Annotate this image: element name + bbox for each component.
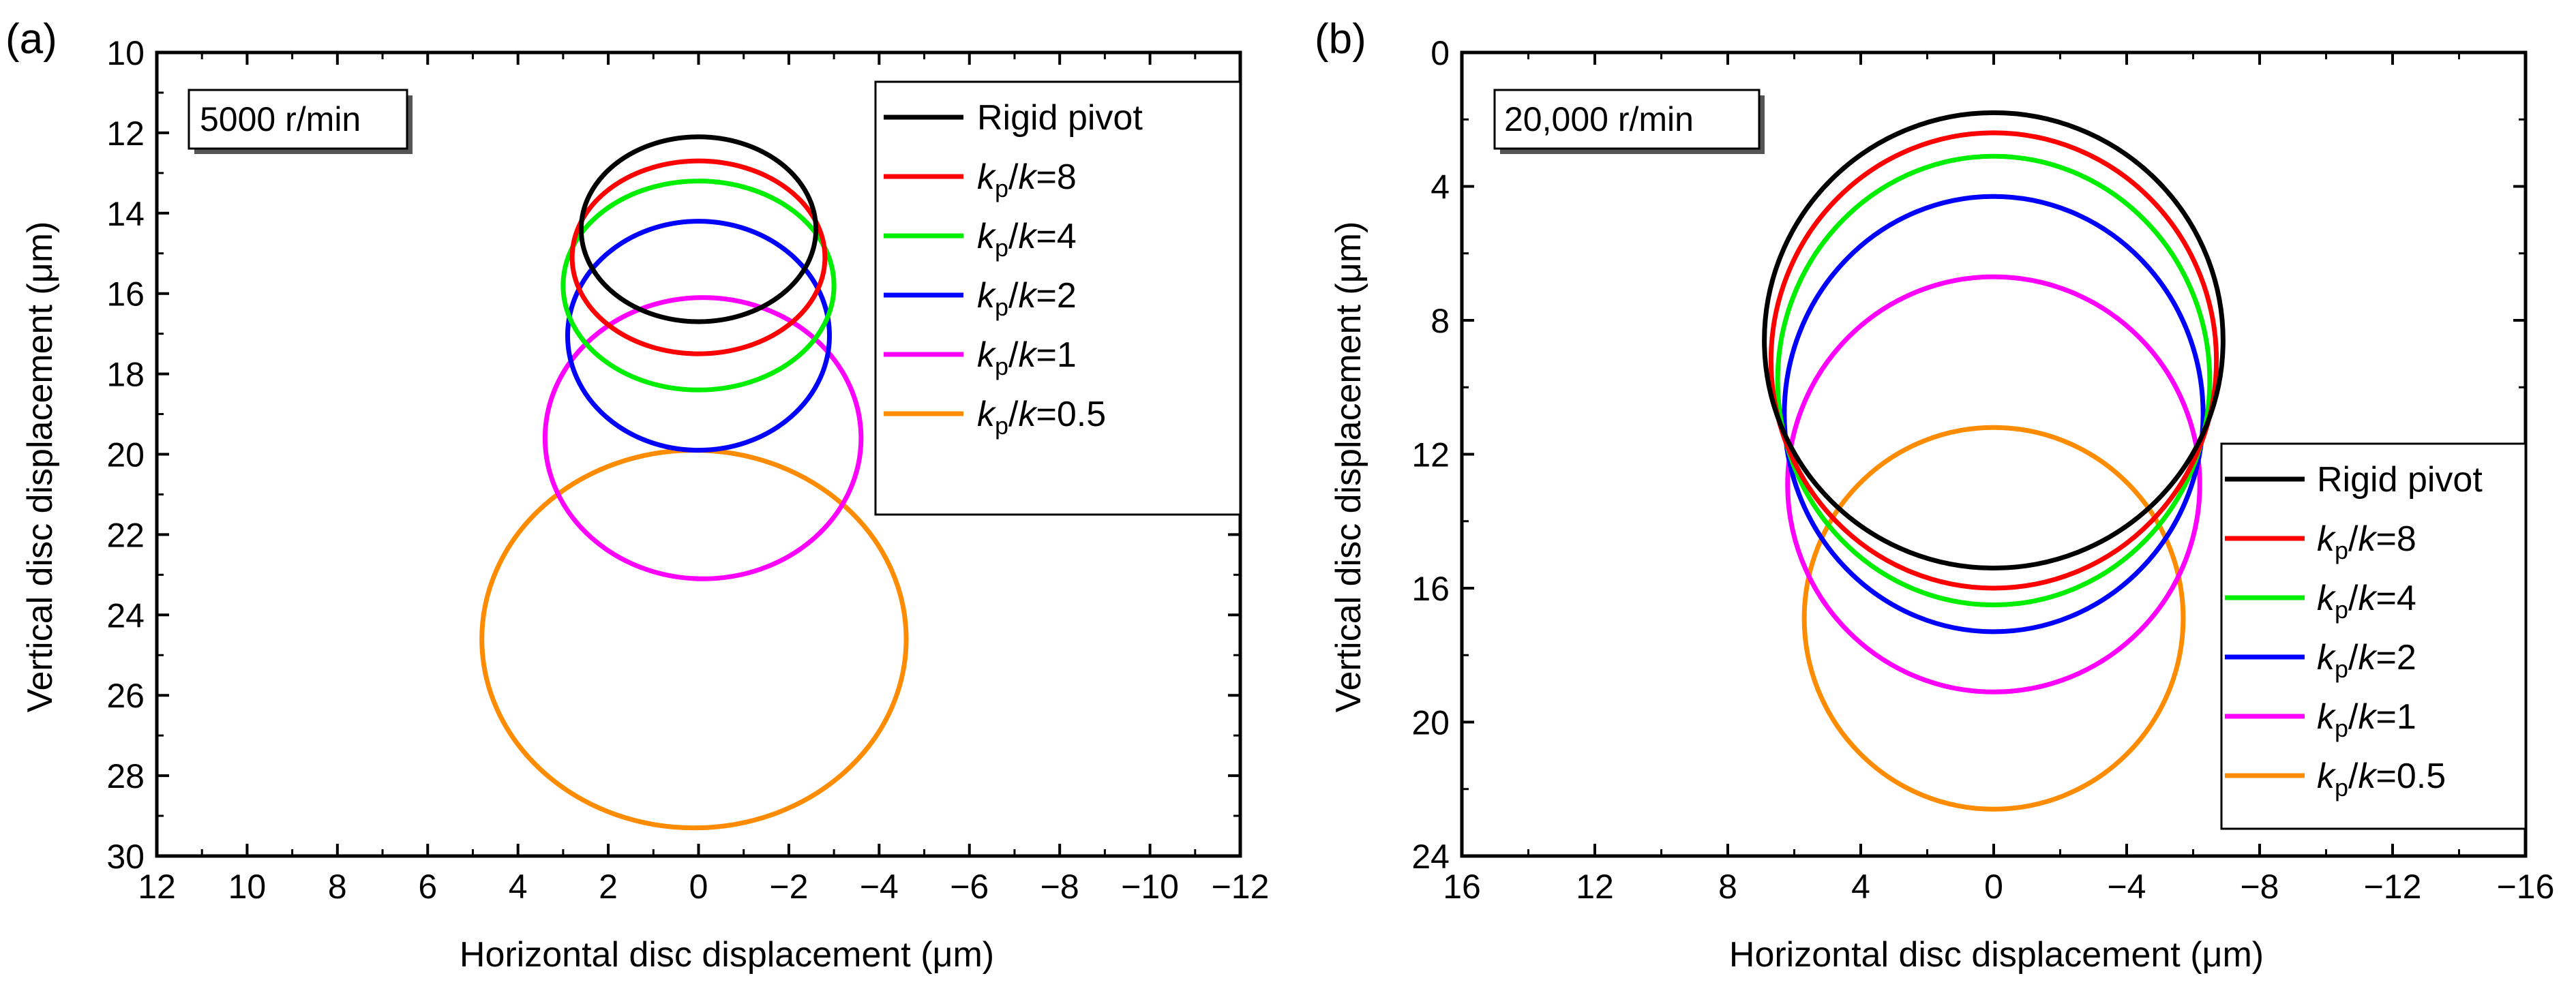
- orbit-kp-k-1: [542, 295, 864, 581]
- x-tick-label: −8: [1040, 868, 1079, 906]
- x-tick-label: −4: [860, 868, 899, 906]
- y-tick-label: 20: [106, 436, 145, 474]
- x-tick-label: 8: [328, 868, 347, 906]
- legend-entry: kp/k=4: [977, 217, 1077, 262]
- y-tick-label: 28: [106, 757, 145, 795]
- panel-a-legend: Rigid pivot kp/k=8 kp/k=4 kp/k=2 kp/k=1 kp/k=…: [874, 80, 1242, 516]
- panel-a-tick-labels: 12 10 8 6 4 2 0 −2 −4 −6 −8 −10 −1210121416182022242…: [106, 34, 1269, 906]
- orbit-kp-k-4: [560, 179, 837, 393]
- y-tick-label: 24: [106, 596, 145, 635]
- y-tick-label: 30: [106, 838, 145, 876]
- x-tick-label: 6: [418, 868, 437, 906]
- x-tick-label: 2: [599, 868, 618, 906]
- orbit-kp-k-2: [1782, 194, 2206, 635]
- panel-a-curves: [479, 134, 909, 831]
- y-tick-label: 18: [106, 356, 145, 394]
- orbit-kp-k-8: [1768, 130, 2219, 591]
- legend-entry: kp/k=0.5: [2317, 757, 2446, 801]
- x-tick-label: 4: [509, 868, 528, 906]
- x-tick-label: 12: [138, 868, 176, 906]
- panel-a: (a) Vertical disc displacement (μm) Hori…: [5, 16, 1269, 975]
- x-tick-label: −4: [2107, 868, 2146, 906]
- panel-a-speed-label: 5000 r/min: [200, 100, 361, 138]
- panel-b-speed-label: 20,000 r/min: [1504, 100, 1694, 138]
- panel-b-curves: [1762, 110, 2226, 812]
- panel-a-speed-box: [188, 89, 408, 150]
- legend-entry: kp/k=2: [977, 276, 1077, 321]
- x-tick-label: 0: [689, 868, 708, 906]
- x-tick-label: 10: [228, 868, 267, 906]
- x-tick-label: −12: [1212, 868, 1270, 906]
- y-tick-label: 12: [106, 114, 145, 153]
- y-tick-label: 12: [1411, 436, 1450, 474]
- legend-entry: kp/k=1: [2317, 697, 2416, 742]
- panel-a-x-axis-label: Horizontal disc displacement (μm): [460, 935, 994, 975]
- panel-b-label: (b): [1315, 16, 1366, 63]
- y-tick-label: 4: [1431, 168, 1450, 207]
- panel-a-legend-box: [874, 80, 1242, 516]
- orbit-kp-k-8: [569, 158, 828, 356]
- panel-a-y-axis-label: Vertical disc displacement (μm): [20, 221, 60, 713]
- legend-entry: kp/k=4: [2317, 579, 2416, 624]
- x-tick-label: −16: [2497, 868, 2555, 906]
- x-tick-label: 8: [1718, 868, 1737, 906]
- legend-entry: kp/k=0.5: [977, 395, 1106, 440]
- x-tick-label: 16: [1443, 868, 1481, 906]
- panel-b-legend-box: [2220, 442, 2527, 830]
- legend-entry: kp/k=2: [2317, 638, 2416, 683]
- legend-entry: kp/k=8: [977, 157, 1077, 202]
- orbit-rigid-pivot: [578, 134, 819, 324]
- legend-entry: kp/k=1: [977, 335, 1077, 380]
- panel-b-speed-box: [1493, 89, 1761, 150]
- x-tick-label: 0: [1984, 868, 2003, 906]
- y-tick-label: 0: [1431, 34, 1450, 72]
- x-tick-label: −12: [2364, 868, 2422, 906]
- y-tick-label: 10: [106, 34, 145, 72]
- x-tick-label: 4: [1851, 868, 1870, 906]
- panel-b-legend: Rigid pivot kp/k=8 kp/k=4 kp/k=2 kp/k=1 kp/k=…: [2220, 442, 2527, 830]
- orbit-kp-k-4: [1775, 153, 2213, 608]
- x-tick-label: −10: [1121, 868, 1179, 906]
- y-tick-label: 16: [1411, 570, 1450, 608]
- y-tick-label: 24: [1411, 838, 1450, 876]
- x-tick-label: −2: [769, 868, 808, 906]
- y-tick-label: 26: [106, 677, 145, 715]
- panel-b-x-axis-label: Horizontal disc displacement (μm): [1729, 935, 2264, 975]
- x-tick-label: −6: [950, 868, 989, 906]
- y-tick-label: 8: [1431, 302, 1450, 340]
- orbit-rigid-pivot: [1762, 110, 2226, 571]
- orbit-kp-k-1: [1785, 274, 2202, 694]
- y-tick-label: 20: [1411, 704, 1450, 742]
- panel-a-label: (a): [5, 16, 57, 63]
- orbit-kp-k-0-5: [1801, 425, 2186, 812]
- y-tick-label: 14: [106, 195, 145, 233]
- x-tick-label: 12: [1576, 868, 1614, 906]
- legend-entry: Rigid pivot: [977, 98, 1143, 138]
- panel-b: (b) Vertical disc displacement (μm) Hori…: [1315, 16, 2554, 975]
- y-tick-label: 16: [106, 275, 145, 314]
- legend-entry: kp/k=8: [2317, 519, 2416, 564]
- legend-entry: Rigid pivot: [2317, 460, 2483, 500]
- x-tick-label: −8: [2240, 868, 2279, 906]
- y-tick-label: 22: [106, 516, 145, 554]
- orbit-kp-k-2: [565, 219, 833, 453]
- panel-b-tick-labels: 16 12 8 4 0 −4 −8 −12 −16 0 4 8 12 16 20 24: [1411, 34, 2554, 906]
- panel-b-y-axis-label: Vertical disc displacement (μm): [1329, 221, 1368, 713]
